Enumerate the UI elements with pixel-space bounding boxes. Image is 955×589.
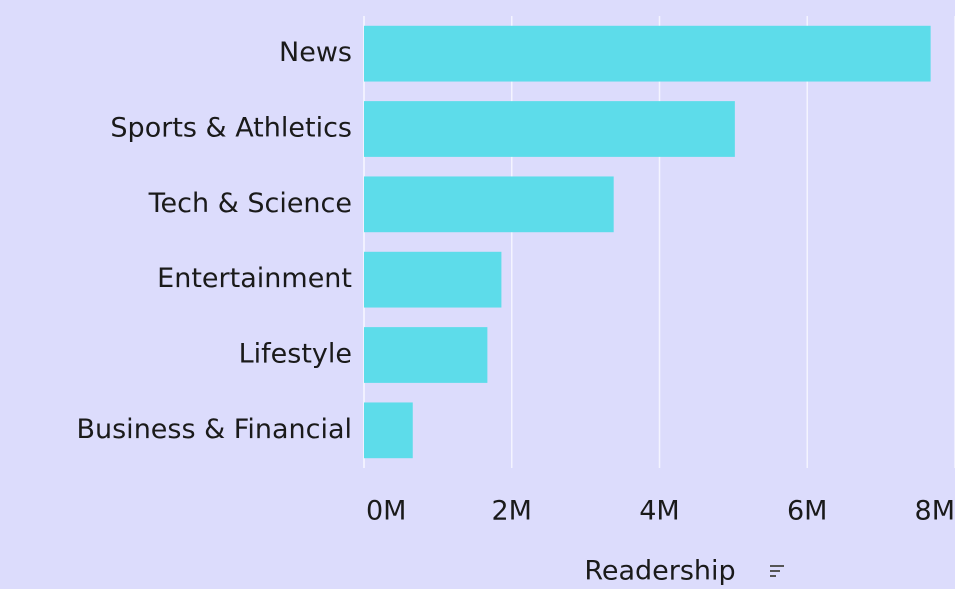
x-tick-label: 0M (366, 496, 406, 527)
y-tick-label: Business & Financial (76, 414, 352, 445)
y-tick-label: Sports & Athletics (110, 113, 352, 144)
x-tick-label: 4M (639, 496, 679, 527)
y-tick-label: News (279, 37, 352, 68)
x-tick-label: 8M (915, 496, 955, 527)
bar (364, 251, 502, 308)
x-tick-label: 2M (492, 496, 532, 527)
bar (364, 327, 488, 383)
sort-icon[interactable] (770, 565, 784, 577)
bar (364, 402, 413, 459)
bar (364, 101, 735, 157)
y-tick-label: Entertainment (157, 263, 352, 294)
x-axis-title: Readership (584, 556, 735, 587)
y-tick-label: Lifestyle (239, 339, 352, 370)
y-tick-label: Tech & Science (148, 188, 352, 219)
bar (364, 176, 614, 233)
x-tick-label: 6M (787, 496, 827, 527)
bar (364, 25, 931, 82)
